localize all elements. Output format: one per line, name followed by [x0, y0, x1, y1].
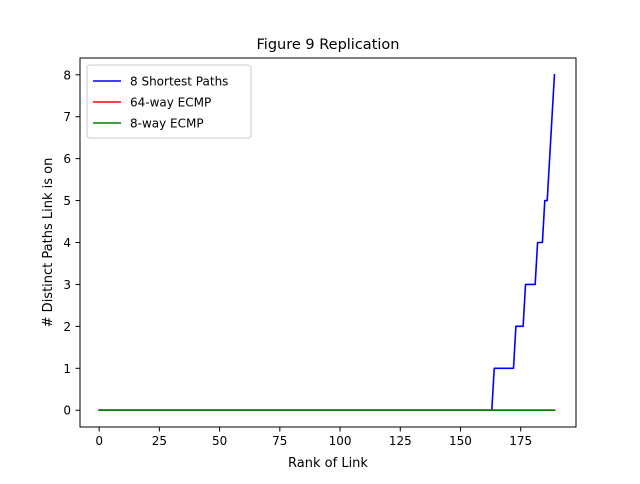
x-tick-label: 50 [212, 434, 227, 448]
x-tick-label: 125 [389, 434, 412, 448]
legend-label-64-way-ecmp: 64-way ECMP [130, 96, 211, 110]
y-tick-label: 3 [63, 278, 71, 292]
x-tick-label: 150 [449, 434, 472, 448]
x-axis-label: Rank of Link [288, 456, 368, 471]
legend-label-8-way-ecmp: 8-way ECMP [130, 117, 204, 131]
x-tick-label: 0 [95, 434, 103, 448]
x-axis-ticks: 0 25 50 75 100 125 150 175 [95, 427, 532, 448]
legend-label-8-shortest-paths: 8 Shortest Paths [130, 75, 228, 89]
y-axis-ticks: 0 1 2 3 4 5 6 7 8 [63, 68, 80, 418]
y-tick-label: 5 [63, 194, 71, 208]
y-tick-label: 6 [63, 152, 71, 166]
chart-title: Figure 9 Replication [257, 37, 400, 53]
legend: 8 Shortest Paths 64-way ECMP 8-way ECMP [86, 64, 252, 139]
x-tick-label: 75 [272, 434, 287, 448]
y-tick-label: 8 [63, 68, 71, 82]
y-tick-label: 0 [63, 404, 71, 418]
y-tick-label: 2 [63, 320, 71, 334]
y-tick-label: 1 [63, 362, 71, 376]
series-line-8-shortest-paths [98, 73, 556, 412]
legend-box [86, 64, 252, 139]
y-tick-label: 7 [63, 110, 71, 124]
y-tick-label: 4 [63, 236, 71, 250]
y-axis-label: # Distinct Paths Link is on [41, 158, 56, 328]
x-tick-label: 25 [152, 434, 167, 448]
plot-lines [98, 73, 556, 412]
x-tick-label: 100 [329, 434, 352, 448]
x-tick-label: 175 [509, 434, 532, 448]
